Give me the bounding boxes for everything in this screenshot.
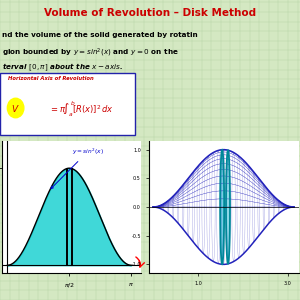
Text: $= \pi\!\int_{a}^{b}\![R(x)]^{2}\,dx$: $= \pi\!\int_{a}^{b}\![R(x)]^{2}\,dx$ bbox=[49, 99, 113, 118]
Polygon shape bbox=[226, 150, 230, 264]
Text: Horizontal Axis of Revolution: Horizontal Axis of Revolution bbox=[8, 76, 93, 82]
Text: gion bounded by $y = sin^{2}(x)$ and $y = 0$ on the: gion bounded by $y = sin^{2}(x)$ and $y … bbox=[2, 46, 178, 59]
Text: $y = sin^{2}(x)$: $y = sin^{2}(x)$ bbox=[51, 146, 104, 189]
Text: nd the volume of the solid generated by rotatin: nd the volume of the solid generated by … bbox=[2, 32, 197, 38]
FancyBboxPatch shape bbox=[0, 74, 135, 135]
Text: $V$: $V$ bbox=[11, 103, 20, 114]
Polygon shape bbox=[220, 150, 224, 264]
Text: terval $[0, \pi]$ about the $x - axis$.: terval $[0, \pi]$ about the $x - axis$. bbox=[2, 61, 123, 73]
Ellipse shape bbox=[7, 98, 24, 118]
Text: Volume of Revolution – Disk Method: Volume of Revolution – Disk Method bbox=[44, 8, 256, 17]
